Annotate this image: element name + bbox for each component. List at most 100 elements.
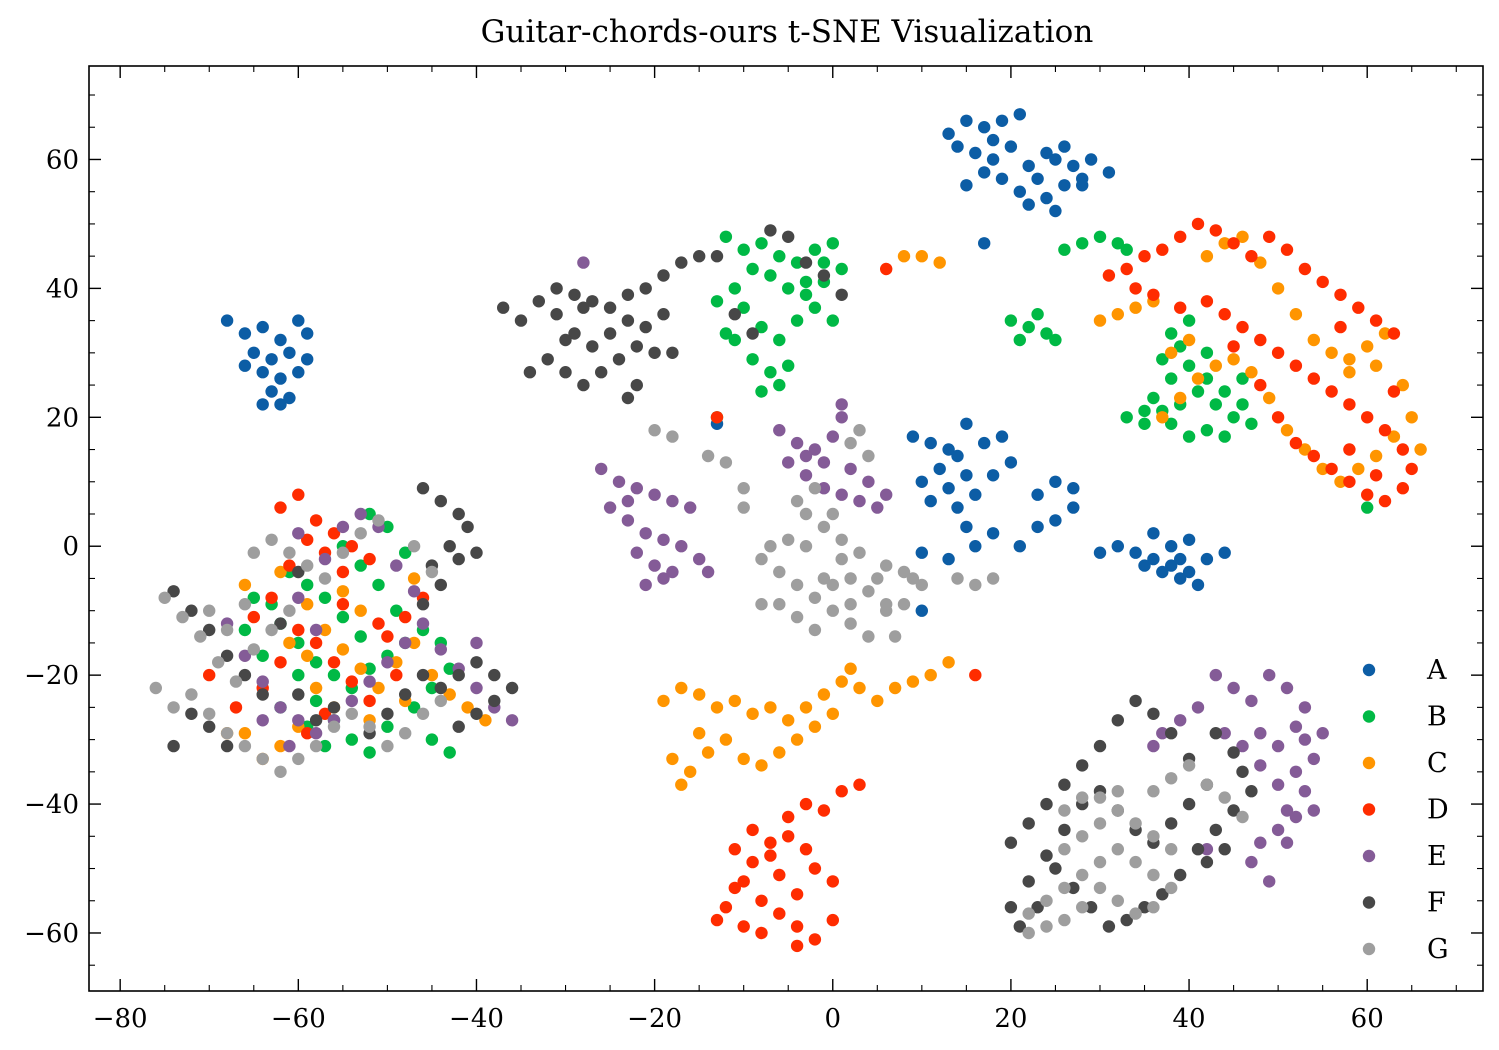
- data-point-b-97: [318, 739, 332, 753]
- data-point-g-49: [176, 610, 189, 624]
- data-point-c-50: [853, 681, 866, 695]
- data-point-d-98: [390, 668, 403, 682]
- data-point-c-33: [1209, 359, 1223, 372]
- data-point-f-40: [416, 482, 430, 495]
- data-point-f-25: [612, 353, 626, 366]
- data-point-e-14: [639, 578, 652, 592]
- data-point-d-22: [808, 933, 822, 946]
- data-point-d-89: [247, 610, 260, 624]
- data-point-f-97: [1040, 797, 1053, 811]
- data-point-c-42: [710, 701, 724, 714]
- data-point-e-72: [1289, 720, 1303, 733]
- series-D: [203, 217, 1418, 953]
- data-point-a-56: [978, 436, 991, 450]
- data-point-d-74: [1387, 385, 1401, 398]
- data-point-d-86: [301, 533, 314, 546]
- data-point-g-79: [354, 527, 367, 540]
- x-tick-label: 60: [1351, 1004, 1384, 1034]
- data-point-f-12: [710, 250, 724, 263]
- data-point-d-9: [835, 785, 848, 798]
- data-point-c-63: [790, 733, 804, 746]
- data-point-a-54: [942, 482, 955, 495]
- data-point-f-22: [559, 366, 572, 379]
- data-point-d-32: [1120, 262, 1133, 276]
- data-point-e-76: [1298, 785, 1312, 798]
- data-point-e-85: [1254, 759, 1267, 772]
- data-point-f-80: [1058, 823, 1071, 837]
- data-point-f-36: [835, 288, 848, 301]
- data-point-g-60: [220, 727, 234, 740]
- data-point-e-19: [684, 501, 697, 514]
- data-point-g-23: [817, 520, 831, 534]
- legend-label-c: C: [1427, 748, 1448, 779]
- data-point-f-1: [514, 314, 528, 327]
- data-point-d-72: [1343, 443, 1356, 456]
- data-point-a-3: [274, 333, 287, 347]
- data-point-c-11: [1236, 230, 1249, 243]
- data-point-a-17: [274, 398, 287, 411]
- data-point-d-31: [1102, 269, 1116, 282]
- data-point-c-67: [675, 778, 688, 791]
- data-point-a-52: [933, 462, 946, 476]
- data-point-g-119: [1236, 810, 1249, 824]
- data-point-c-49: [835, 675, 848, 688]
- data-point-f-56: [185, 707, 198, 720]
- data-point-d-24: [710, 913, 724, 927]
- data-point-b-51: [1147, 391, 1160, 405]
- data-point-g-50: [194, 630, 207, 643]
- data-point-e-86: [1191, 701, 1205, 714]
- data-point-c-27: [1316, 462, 1329, 476]
- data-point-e-24: [782, 456, 795, 469]
- data-point-b-40: [1120, 243, 1133, 256]
- data-point-g-101: [1040, 920, 1053, 933]
- data-point-e-36: [880, 488, 893, 501]
- data-point-g-81: [407, 540, 421, 553]
- data-point-f-79: [1040, 849, 1053, 862]
- data-point-e-88: [1156, 727, 1169, 740]
- data-point-a-38: [1102, 166, 1116, 179]
- data-point-d-104: [229, 701, 243, 714]
- data-point-d-95: [381, 630, 394, 643]
- points-layer: [149, 108, 1427, 953]
- data-point-b-83: [309, 694, 323, 708]
- data-point-g-67: [345, 707, 358, 720]
- data-point-d-39: [1245, 250, 1258, 263]
- data-point-a-27: [978, 166, 991, 179]
- data-point-c-20: [1396, 378, 1410, 392]
- x-tick-label: −60: [271, 1004, 326, 1034]
- data-point-b-77: [354, 630, 367, 643]
- legend-label-b: B: [1427, 702, 1447, 733]
- data-point-a-85: [1182, 533, 1196, 546]
- data-point-c-18: [1361, 340, 1374, 353]
- data-point-e-83: [1289, 810, 1303, 824]
- data-point-d-7: [799, 797, 813, 811]
- data-point-g-39: [888, 630, 902, 643]
- data-point-c-26: [1334, 475, 1347, 488]
- data-point-e-7: [621, 514, 635, 527]
- data-point-g-40: [897, 598, 911, 611]
- data-point-b-94: [292, 668, 305, 682]
- data-point-b-37: [1076, 237, 1089, 250]
- data-point-a-83: [1165, 540, 1178, 553]
- data-point-e-77: [1280, 804, 1294, 817]
- data-point-g-73: [247, 546, 260, 559]
- data-point-e-39: [256, 675, 269, 688]
- data-point-b-57: [1165, 327, 1178, 340]
- data-point-g-16: [826, 578, 839, 592]
- data-point-a-7: [265, 353, 278, 366]
- data-point-g-61: [238, 739, 252, 753]
- data-point-c-14: [1289, 308, 1303, 321]
- data-point-b-16: [755, 320, 768, 334]
- data-point-a-2: [256, 320, 269, 334]
- data-point-d-84: [336, 565, 350, 579]
- data-point-a-58: [1004, 456, 1018, 469]
- data-point-b-34: [1031, 308, 1044, 321]
- data-point-b-17: [773, 333, 786, 347]
- data-point-a-21: [995, 114, 1009, 128]
- data-point-b-3: [773, 250, 786, 263]
- data-point-c-28: [1298, 443, 1312, 456]
- data-point-e-34: [799, 449, 813, 463]
- data-point-a-34: [1058, 140, 1071, 153]
- data-point-g-106: [1111, 804, 1125, 817]
- data-point-d-37: [1209, 224, 1223, 237]
